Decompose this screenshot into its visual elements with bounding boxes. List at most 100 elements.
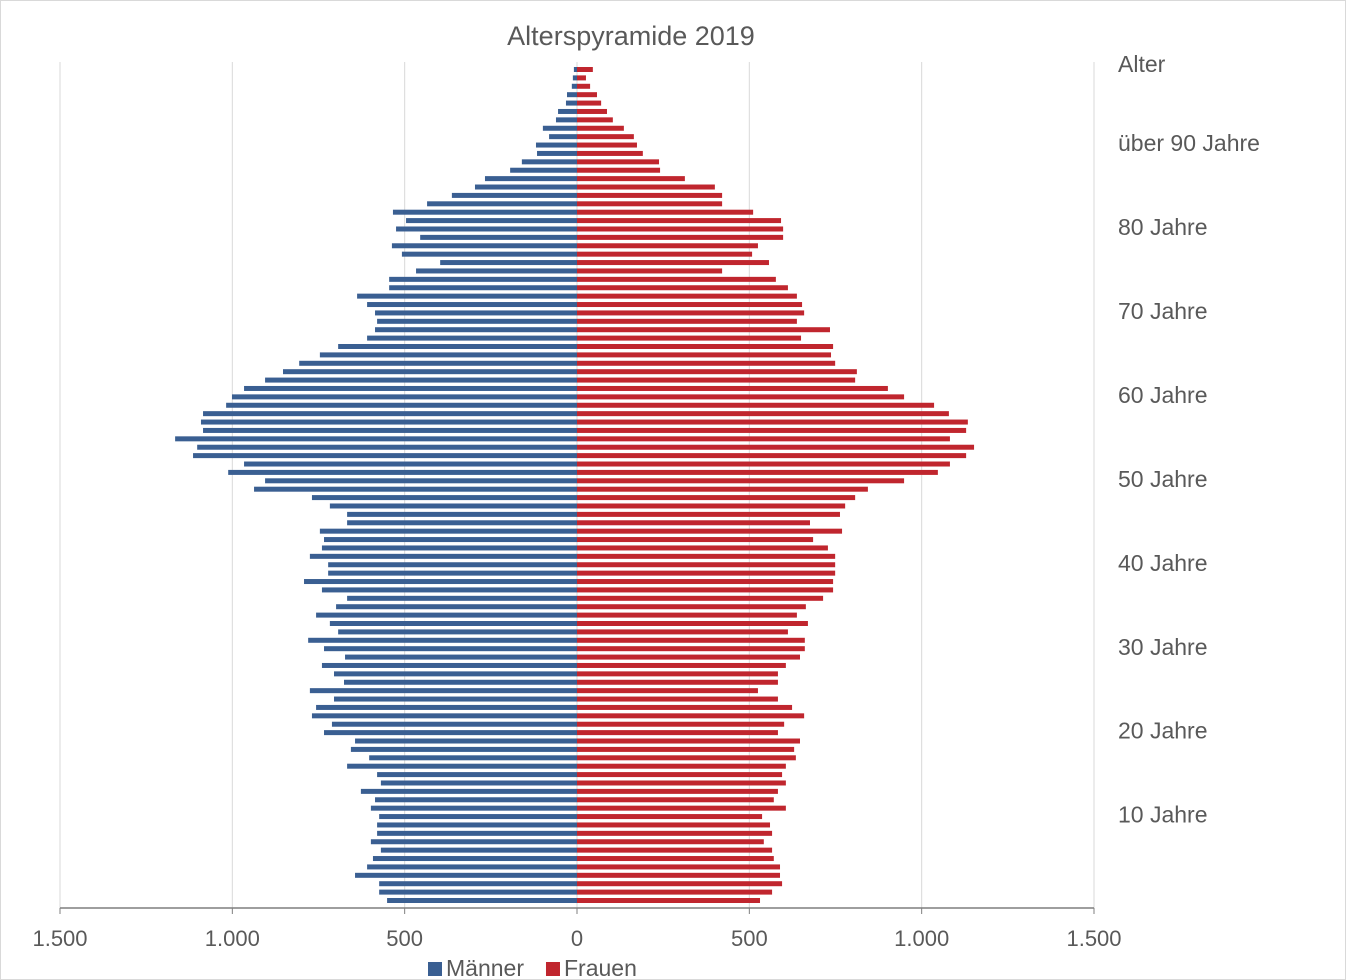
bar	[577, 671, 778, 677]
bar	[577, 545, 828, 551]
bar	[577, 881, 783, 887]
bar	[577, 276, 776, 282]
bar	[577, 637, 805, 643]
bar	[577, 461, 950, 467]
bar	[577, 234, 784, 240]
y-category-label: 50 Jahre	[1118, 466, 1208, 492]
bar	[577, 780, 786, 786]
bar	[572, 75, 577, 81]
bar	[347, 763, 577, 769]
bar	[324, 646, 577, 652]
bar	[309, 688, 577, 694]
bar	[577, 856, 774, 862]
bar	[577, 318, 797, 324]
bar	[571, 83, 577, 89]
x-tick-label: 1.000	[894, 926, 949, 951]
bar	[377, 318, 577, 324]
bar	[336, 604, 577, 610]
bar	[328, 570, 577, 576]
bar	[265, 377, 577, 383]
bar	[347, 520, 577, 526]
x-tick-label: 0	[571, 926, 583, 951]
bar	[577, 117, 613, 123]
bar	[577, 469, 938, 475]
bar	[375, 310, 577, 316]
bar	[203, 427, 577, 433]
bar	[451, 192, 577, 198]
bar	[577, 646, 805, 652]
bar	[319, 528, 577, 534]
bar	[226, 402, 577, 408]
bar	[577, 360, 836, 366]
bar	[321, 662, 577, 668]
bar	[577, 436, 950, 442]
bar	[387, 898, 577, 903]
bar	[328, 562, 577, 568]
bar	[197, 444, 577, 450]
legend-swatch	[428, 962, 442, 976]
x-tick-label: 1.000	[205, 926, 260, 951]
bar	[304, 579, 577, 585]
bar	[319, 352, 577, 358]
bar	[577, 251, 753, 257]
bar	[308, 637, 577, 643]
bar	[577, 730, 778, 736]
bar	[577, 486, 868, 492]
bar	[577, 67, 593, 72]
bar	[577, 75, 586, 81]
bar	[577, 394, 905, 400]
bar	[577, 335, 802, 341]
bar	[203, 411, 577, 417]
bar	[577, 579, 834, 585]
bar	[567, 92, 577, 98]
bar	[200, 419, 577, 425]
y-axis-title: Alter	[1118, 51, 1166, 77]
bar	[577, 864, 781, 870]
y-category-label: 60 Jahre	[1118, 382, 1208, 408]
bar	[537, 150, 577, 156]
bar	[577, 503, 846, 509]
bar	[577, 746, 795, 752]
bar	[316, 612, 577, 618]
bar	[474, 184, 577, 190]
bar	[577, 872, 781, 878]
bar	[577, 150, 643, 156]
bar	[577, 184, 715, 190]
bar	[577, 402, 935, 408]
bar	[577, 704, 793, 710]
bar	[577, 495, 856, 501]
bar	[370, 839, 577, 845]
bar	[577, 310, 805, 316]
bar	[329, 503, 577, 509]
bar	[367, 302, 577, 308]
bar	[577, 100, 602, 106]
bar	[577, 125, 624, 131]
bar	[577, 738, 800, 744]
x-tick-label: 500	[386, 926, 423, 951]
bar	[338, 344, 577, 349]
bar	[347, 595, 577, 601]
chart-title: Alterspyramide 2019	[507, 21, 755, 51]
bar	[577, 814, 763, 820]
bar	[345, 654, 577, 660]
bar	[577, 713, 805, 719]
bar	[369, 755, 577, 761]
bar	[265, 478, 577, 484]
bar	[311, 495, 577, 501]
bar	[577, 134, 634, 140]
bar	[577, 511, 840, 517]
bar	[380, 780, 577, 786]
bar	[577, 721, 785, 727]
bar	[331, 721, 577, 727]
bar	[375, 797, 577, 803]
bar	[324, 537, 577, 543]
bar	[577, 108, 607, 114]
bar	[577, 889, 773, 895]
bar	[577, 192, 723, 198]
bar	[542, 125, 577, 131]
bar	[573, 67, 577, 72]
bar	[577, 528, 843, 534]
y-category-label: 20 Jahre	[1118, 718, 1208, 744]
bar	[379, 814, 577, 820]
bar	[244, 385, 577, 391]
